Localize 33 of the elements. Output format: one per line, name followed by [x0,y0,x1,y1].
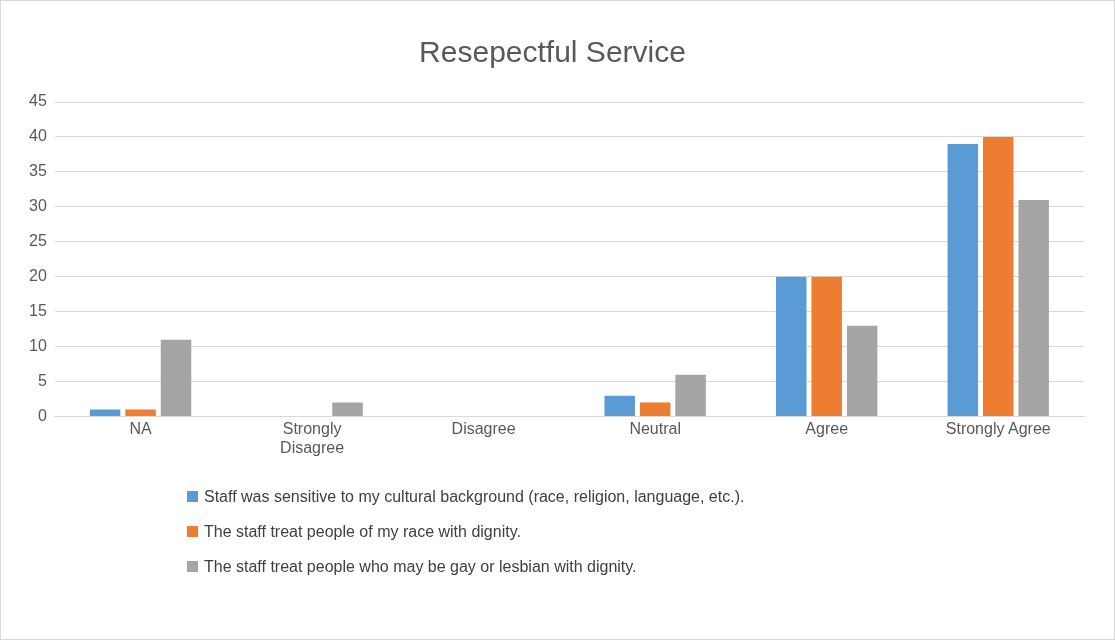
y-tick-label: 35 [29,162,47,180]
bar [675,374,706,417]
y-tick-label: 30 [29,197,47,215]
bar [639,402,671,417]
bar [125,409,156,417]
bar [947,143,979,417]
bar [332,402,363,417]
y-tick-label: 25 [29,232,47,250]
legend-label: Staff was sensitive to my cultural background (race, religion, language, etc.). [204,487,745,506]
bar [776,276,807,417]
legend-label: The staff treat people who may be gay or lesbian with dignity. [204,557,637,576]
bar [1018,199,1049,417]
bar [604,395,635,417]
x-tick-label: Strongly Disagree [280,419,345,456]
chart-title: Resepectful Service [419,35,686,69]
bar [160,339,192,417]
x-tick-label: Disagree [451,419,516,437]
x-tick-label: Neutral [629,419,681,437]
y-tick-label: 10 [29,337,47,355]
y-tick-label: 5 [37,372,47,390]
bar [846,325,878,417]
bar [811,276,842,417]
legend-label: The staff treat people of my race with dignity. [204,522,521,541]
y-tick-label: 40 [29,127,47,145]
bar [89,409,121,417]
x-tick-label: Strongly Agree [945,419,1051,437]
x-tick-label: NA [129,419,152,437]
y-tick-label: 45 [29,92,47,110]
y-tick-label: 15 [29,302,47,320]
y-tick-label: 0 [37,407,47,425]
bar [982,136,1014,417]
y-tick-label: 20 [29,267,47,285]
x-tick-label: Agree [805,419,849,437]
